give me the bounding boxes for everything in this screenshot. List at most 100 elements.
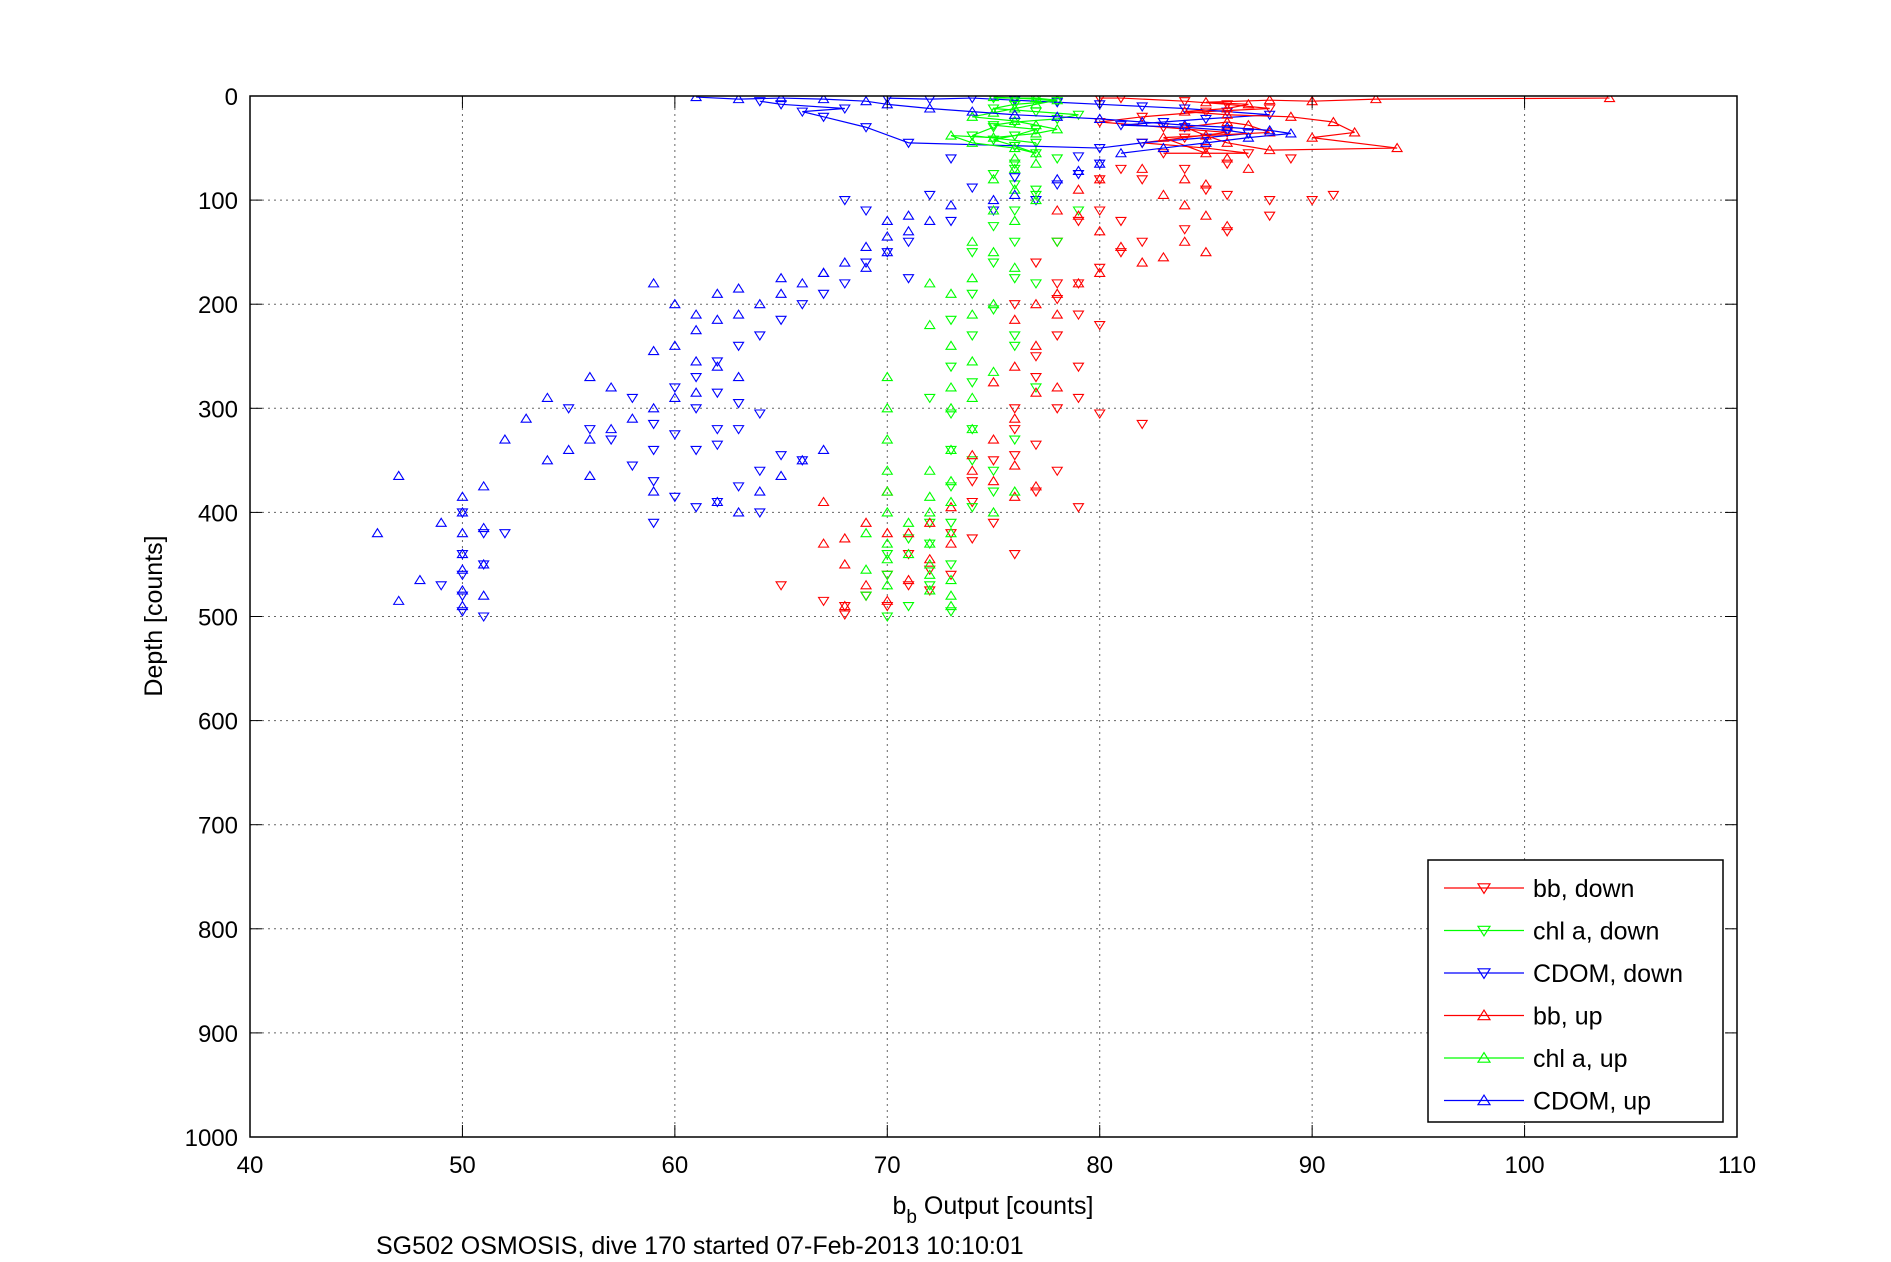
data-point [1221,227,1234,237]
data-point [1093,206,1106,217]
data-point [1072,310,1085,321]
series-line-segment [1312,98,1376,102]
data-point [881,230,894,241]
data-point [860,517,873,527]
series-line-segment [1120,124,1185,128]
data-point [987,104,1000,115]
series-line-segment [1142,121,1185,126]
data-point [1093,409,1106,420]
data-point [1029,298,1042,309]
data-point [1136,175,1149,185]
data-point [1199,107,1212,118]
series-line-segment [1099,118,1143,123]
data-point [1051,404,1064,414]
data-point [923,581,936,591]
data-point [1242,163,1255,173]
series-line-segment [1014,114,1058,118]
data-point [1072,210,1085,220]
x-tick-label: 110 [1718,1152,1756,1179]
data-point [860,206,873,217]
data-point [817,496,830,507]
data-point [1029,258,1042,269]
data-point [923,491,936,501]
data-point [1263,104,1276,115]
data-point [902,534,915,544]
data-point [923,190,936,201]
data-point [1008,237,1021,248]
data-point [498,529,511,539]
data-point [987,173,1000,184]
data-point [1008,96,1021,103]
data-point [456,607,469,617]
data-point [881,595,894,605]
data-point [732,399,745,409]
data-point [966,465,979,475]
y-tick-label: 0 [225,84,238,111]
data-point [1157,189,1170,199]
data-point [1093,158,1106,168]
data-point [1178,106,1191,116]
data-point [945,154,958,164]
data-point [882,96,893,104]
data-point [1178,173,1191,184]
series-line-segment [865,126,909,144]
data-point [1157,117,1170,128]
series-line-segment [972,142,1015,149]
data-point [987,298,1000,309]
data-point [966,378,979,388]
data-point [966,331,979,341]
data-point [902,225,915,236]
data-point [945,518,958,529]
data-point [945,362,958,373]
data-point [1114,248,1127,258]
data-point [945,315,958,326]
data-point [987,305,1000,315]
data-point [456,591,469,602]
data-point [860,96,873,106]
data-point [923,558,936,569]
data-point [775,581,788,591]
data-point [456,548,469,559]
y-tick-label: 100 [198,188,238,215]
series-line-segment [993,132,1037,139]
data-point [987,475,1000,486]
data-point [966,534,979,544]
series-line-segment [1227,126,1270,131]
series-line-segment [972,111,1015,116]
data-point [1008,361,1021,371]
data-point [1051,237,1064,248]
data-point [1199,96,1212,107]
data-point [477,558,490,569]
data-point [1221,137,1234,147]
data-point [923,393,936,404]
x-tick-label: 80 [1086,1152,1113,1179]
data-point [732,96,745,104]
y-tick-label: 400 [198,500,238,527]
series-line-segment [1184,111,1228,116]
data-point [1029,373,1042,383]
data-point [626,461,639,472]
data-point [1263,144,1276,155]
series-line-segment [1205,99,1270,103]
data-point [732,482,745,492]
data-point [1178,225,1191,235]
data-point [1051,204,1064,215]
data-point [1008,314,1021,324]
series-line-segment [1057,116,1100,120]
data-point [881,371,894,382]
data-point [945,409,958,420]
series-line-segment [1375,97,1610,100]
series-line-segment [823,98,867,102]
data-point [541,454,554,465]
data-point [1072,362,1085,373]
data-point [1157,149,1170,159]
data-point [1093,225,1106,236]
data-point [711,314,724,324]
data-point [753,486,766,496]
x-tick-label: 40 [237,1152,264,1179]
data-point [1008,159,1021,170]
data-point [1263,196,1276,206]
data-point [796,300,809,310]
data-point [1178,133,1191,144]
caption-text: SG502 OSMOSIS, dive 170 started 07-Feb-2… [376,1232,1024,1260]
